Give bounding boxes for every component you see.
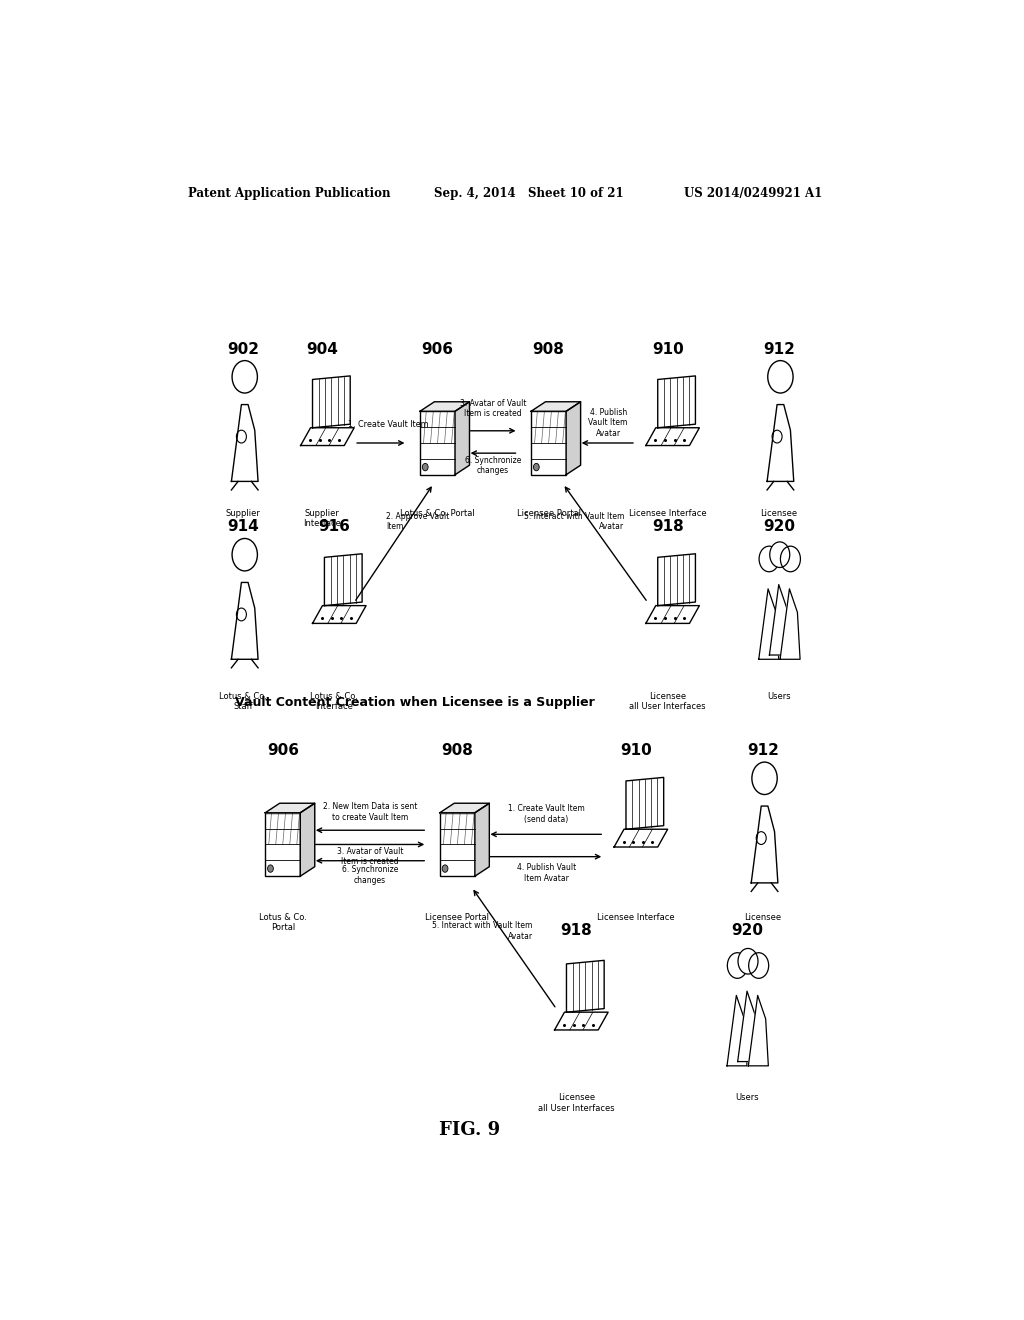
Polygon shape [555,1012,608,1030]
Text: 912: 912 [746,743,779,758]
Text: 910: 910 [620,743,652,758]
Text: 910: 910 [651,342,684,356]
Text: 906: 906 [422,342,454,356]
Bar [531,412,566,475]
Text: Lotus & Co. Portal: Lotus & Co. Portal [400,510,475,517]
Text: Lotus & Co.
Interface: Lotus & Co. Interface [310,692,358,711]
Polygon shape [780,589,800,659]
Circle shape [770,543,790,568]
Polygon shape [759,589,778,659]
Polygon shape [727,995,748,1065]
Text: Users: Users [735,1093,759,1102]
Text: 912: 912 [763,342,795,356]
Polygon shape [312,606,367,623]
Polygon shape [300,804,314,876]
Text: Licensee Interface: Licensee Interface [597,912,675,921]
Text: Licensee
all User Interfaces: Licensee all User Interfaces [630,692,706,711]
Polygon shape [646,606,699,623]
Polygon shape [646,428,699,446]
Bar [265,813,300,876]
Polygon shape [231,404,258,482]
Text: Licensee
all User Interfaces: Licensee all User Interfaces [538,1093,614,1113]
Polygon shape [752,807,778,883]
Text: 908: 908 [532,342,564,356]
Circle shape [267,865,273,873]
Polygon shape [301,428,354,446]
Text: Licensee: Licensee [744,912,781,921]
Text: 904: 904 [306,342,338,356]
Text: 6. Synchronize
changes: 6. Synchronize changes [465,455,521,475]
Text: 4. Publish
Vault Item
Avatar: 4. Publish Vault Item Avatar [589,408,628,437]
Text: Licensee: Licensee [760,510,798,517]
Text: Sep. 4, 2014   Sheet 10 of 21: Sep. 4, 2014 Sheet 10 of 21 [433,187,624,199]
Text: Lotus & Co.
Staff: Lotus & Co. Staff [219,692,267,711]
Text: 902: 902 [227,342,259,356]
Text: Vault Content Creation when Licensee is a Supplier: Vault Content Creation when Licensee is … [236,696,595,709]
Text: 3. Avatar of Vault
Item is created: 3. Avatar of Vault Item is created [337,847,403,866]
Text: 908: 908 [441,743,473,758]
Circle shape [422,463,428,471]
Polygon shape [657,554,695,606]
Polygon shape [265,804,314,813]
Text: Supplier: Supplier [225,510,260,517]
Circle shape [442,865,447,873]
Text: 2. New Item Data is sent
to create Vault Item: 2. New Item Data is sent to create Vault… [323,803,417,821]
Text: 920: 920 [763,520,795,535]
Polygon shape [325,554,362,606]
Text: 1. Create Vault Item: 1. Create Vault Item [347,420,428,429]
Bar [420,412,455,475]
Polygon shape [614,829,668,847]
Polygon shape [475,804,489,876]
Text: Licensee Interface: Licensee Interface [629,510,707,517]
Polygon shape [566,401,581,475]
Text: Users: Users [767,692,791,701]
Polygon shape [312,376,350,428]
Text: 918: 918 [651,520,684,535]
Text: FIG. 9: FIG. 9 [438,1121,500,1139]
Text: US 2014/0249921 A1: US 2014/0249921 A1 [684,187,822,199]
Text: 920: 920 [731,923,763,939]
Text: Supplier
Interface: Supplier Interface [303,510,341,528]
Text: Lotus & Co.
Portal: Lotus & Co. Portal [259,912,307,932]
Text: 1. Create Vault Item
(send data): 1. Create Vault Item (send data) [508,804,585,824]
Circle shape [738,949,758,974]
Bar [439,813,475,876]
Polygon shape [231,582,258,659]
Text: 6. Synchronize
changes: 6. Synchronize changes [342,866,398,884]
Text: 3. Avatar of Vault
Item is created: 3. Avatar of Vault Item is created [460,399,526,418]
Text: Licensee Portal: Licensee Portal [517,510,581,517]
Polygon shape [420,401,469,412]
Text: 918: 918 [560,923,592,939]
Polygon shape [455,401,469,475]
Polygon shape [657,376,695,428]
Polygon shape [626,777,664,829]
Polygon shape [749,995,768,1065]
Polygon shape [767,404,794,482]
Polygon shape [737,991,758,1061]
Text: 4. Publish Vault
Item Avatar: 4. Publish Vault Item Avatar [517,863,577,883]
Text: 916: 916 [318,520,350,535]
Circle shape [534,463,540,471]
Polygon shape [566,961,604,1012]
Polygon shape [531,401,581,412]
Text: Patent Application Publication: Patent Application Publication [187,187,390,199]
Polygon shape [439,804,489,813]
Text: 906: 906 [266,743,299,758]
Text: 2. Approve Vault
Item: 2. Approve Vault Item [386,512,450,532]
Text: 5. Interact with Vault Item
Avatar: 5. Interact with Vault Item Avatar [432,921,532,941]
Text: 914: 914 [227,520,259,535]
Polygon shape [769,585,790,655]
Text: Licensee Portal: Licensee Portal [425,912,489,921]
Text: 5. Interact with Vault Item
Avatar: 5. Interact with Vault Item Avatar [523,512,624,532]
